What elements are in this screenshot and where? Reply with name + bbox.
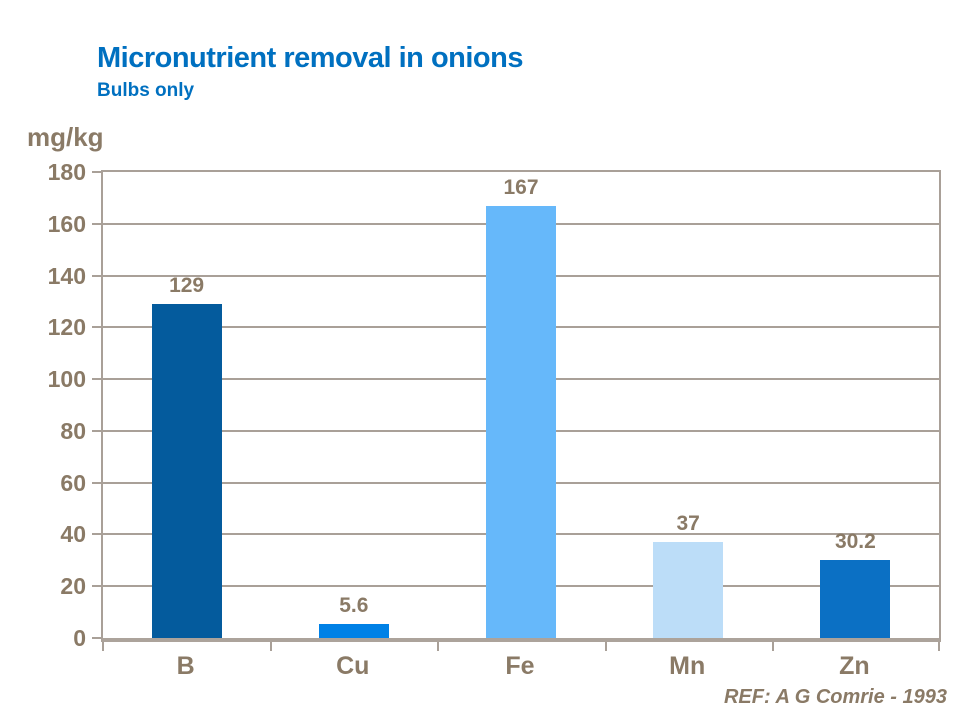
- bar: [820, 559, 891, 638]
- y-axis-tick: [92, 274, 101, 277]
- bar: [318, 623, 389, 638]
- y-axis-tick-label: 40: [60, 521, 86, 548]
- bar-value-label: 129: [169, 274, 205, 298]
- bar: [653, 542, 724, 638]
- y-axis-tick: [92, 533, 101, 536]
- chart-subtitle: Bulbs only: [97, 80, 195, 101]
- y-axis-tick-label: 180: [47, 159, 86, 185]
- category-label: Fe: [505, 652, 535, 680]
- y-axis-tick-label: 20: [60, 573, 86, 600]
- chart-title: Micronutrient removal in onions: [97, 42, 524, 74]
- y-axis-tick: [92, 326, 101, 329]
- bar-value-label: 167: [503, 175, 539, 199]
- y-axis-tick-label: 160: [47, 210, 86, 237]
- x-axis-tick: [269, 642, 272, 651]
- y-axis-tick: [92, 585, 101, 588]
- y-axis-tick-label: 0: [73, 625, 86, 651]
- category-label: Mn: [669, 652, 706, 680]
- plot-area: 129 5.6 167 37 30.2: [101, 170, 941, 642]
- y-axis-tick-label: 60: [60, 469, 86, 496]
- x-axis-tick: [604, 642, 607, 651]
- x-axis-tick: [938, 642, 940, 651]
- reference-text: REF: A G Comrie - 1993: [723, 686, 947, 708]
- bar-value-label: 37: [676, 512, 700, 536]
- bar: [486, 205, 556, 638]
- x-axis-tick: [437, 642, 440, 651]
- y-axis-tick: [92, 222, 101, 225]
- bar-value-label: 5.6: [339, 593, 369, 617]
- x-axis-tick: [102, 642, 104, 651]
- y-axis-tick: [92, 481, 101, 484]
- y-axis-tick-label: 100: [47, 366, 86, 393]
- y-axis-tick: [92, 429, 101, 432]
- category-label: Zn: [839, 652, 870, 680]
- y-axis-tick-label: 140: [47, 262, 86, 289]
- y-axis-tick: [92, 378, 101, 381]
- y-axis-tick-label: 80: [60, 417, 86, 444]
- x-axis-tick: [772, 642, 775, 651]
- category-label: Cu: [336, 652, 370, 680]
- bar: [151, 304, 222, 638]
- y-axis-tick: [92, 171, 101, 173]
- y-axis-unit-label: mg/kg: [27, 122, 104, 152]
- y-axis-tick: [92, 637, 101, 639]
- y-axis-tick-label: 120: [47, 314, 86, 341]
- category-label: B: [176, 652, 195, 680]
- bar-value-label: 30.2: [834, 529, 876, 553]
